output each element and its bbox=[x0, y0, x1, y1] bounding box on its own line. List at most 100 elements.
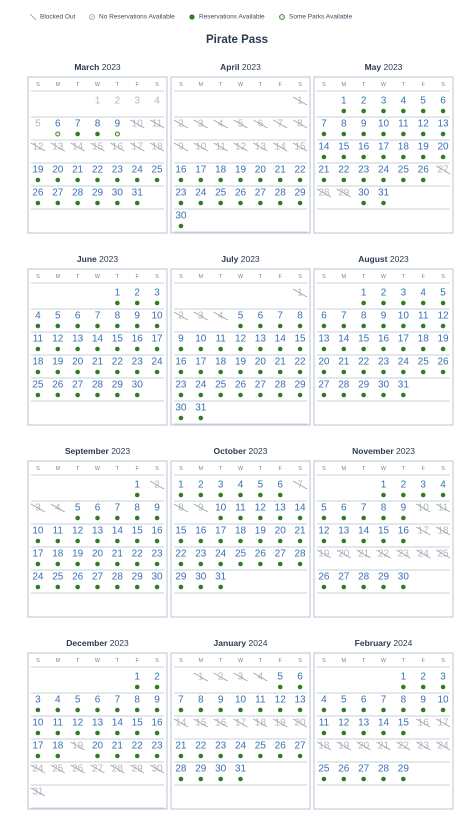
available-dot bbox=[401, 584, 406, 590]
day-number: 28 bbox=[112, 572, 124, 583]
available-dot bbox=[381, 730, 386, 736]
day-number: 18 bbox=[52, 549, 64, 560]
legend-available: Reservations Available bbox=[199, 14, 265, 21]
available-dot bbox=[361, 108, 366, 114]
day-number: 24 bbox=[195, 380, 207, 391]
day-number: 17 bbox=[32, 741, 44, 752]
available-dot bbox=[115, 323, 120, 329]
weekday-label: M bbox=[341, 466, 346, 472]
day-number: 10 bbox=[438, 695, 450, 706]
blocked-slash bbox=[415, 526, 431, 536]
available-dot bbox=[218, 369, 223, 375]
available-dot bbox=[134, 730, 140, 736]
weekday-label: T bbox=[219, 658, 223, 664]
blocked-slash bbox=[193, 119, 209, 129]
month-calendar: January 2024SMTWTFS123456789101112131415… bbox=[170, 638, 311, 810]
available-dot bbox=[440, 300, 446, 306]
available-dot bbox=[95, 561, 100, 567]
available-dot bbox=[258, 515, 263, 521]
weekday-label: F bbox=[136, 82, 140, 88]
blocked-slash bbox=[70, 741, 85, 751]
available-dot bbox=[178, 538, 184, 544]
weekday-label: S bbox=[322, 466, 326, 472]
day-number: 14 bbox=[275, 334, 287, 345]
day-number: 1 bbox=[95, 96, 101, 107]
available-dot bbox=[277, 538, 283, 544]
day-number: 3 bbox=[420, 480, 426, 491]
available-dot bbox=[361, 538, 366, 544]
available-dot bbox=[75, 707, 80, 713]
day-number: 18 bbox=[235, 526, 247, 537]
day-number: 9 bbox=[154, 503, 160, 514]
month-name: January bbox=[214, 638, 247, 648]
available-dot bbox=[321, 392, 327, 398]
day-number: 13 bbox=[438, 119, 450, 130]
blocked-slash bbox=[149, 119, 165, 129]
blocked-slash bbox=[110, 764, 125, 774]
available-dot bbox=[134, 392, 140, 398]
available-dot bbox=[238, 538, 243, 544]
day-number: 27 bbox=[92, 572, 104, 583]
day-number: 28 bbox=[338, 380, 350, 391]
available-dot bbox=[341, 730, 347, 736]
day-number: 29 bbox=[295, 380, 307, 391]
day-number: 22 bbox=[132, 741, 144, 752]
available-dot bbox=[420, 131, 426, 137]
day-number: 18 bbox=[398, 142, 410, 153]
available-dot bbox=[401, 730, 406, 736]
day-number: 17 bbox=[215, 526, 227, 537]
available-dot bbox=[154, 515, 160, 521]
available-dot bbox=[95, 730, 100, 736]
available-dot bbox=[95, 584, 100, 590]
day-number: 5 bbox=[420, 96, 426, 107]
month-name: March bbox=[74, 62, 99, 72]
blocked-slash bbox=[233, 718, 248, 728]
available-dot bbox=[238, 515, 243, 521]
day-number: 17 bbox=[152, 334, 164, 345]
weekday-label: T bbox=[402, 466, 406, 472]
weekday-label: S bbox=[36, 274, 40, 280]
available-dot bbox=[258, 369, 263, 375]
available-dot bbox=[440, 346, 446, 352]
available-dot bbox=[277, 177, 283, 183]
day-number: 20 bbox=[275, 526, 287, 537]
day-number: 9 bbox=[381, 311, 387, 322]
weekday-label: T bbox=[116, 466, 120, 472]
available-dot bbox=[178, 177, 184, 183]
available-dot bbox=[134, 561, 140, 567]
blocked-slash bbox=[149, 764, 165, 774]
some-parks-dot bbox=[55, 131, 61, 137]
day-number: 18 bbox=[32, 357, 44, 368]
available-dot bbox=[35, 369, 41, 375]
available-dot bbox=[238, 323, 243, 329]
day-number: 9 bbox=[178, 334, 184, 345]
available-dot bbox=[361, 177, 366, 183]
available-dot bbox=[95, 131, 100, 137]
blocked-slash bbox=[415, 741, 431, 751]
available-dot bbox=[381, 538, 386, 544]
blocked-slash bbox=[30, 787, 46, 797]
day-number: 4 bbox=[154, 96, 160, 107]
day-number: 18 bbox=[52, 741, 64, 752]
available-dot bbox=[115, 369, 120, 375]
month-year: 2023 bbox=[390, 254, 409, 264]
day-number: 14 bbox=[92, 334, 104, 345]
available-dot bbox=[198, 776, 204, 782]
weekday-label: W bbox=[381, 82, 387, 88]
weekday-label: T bbox=[76, 466, 80, 472]
day-number: 14 bbox=[295, 503, 307, 514]
available-dot bbox=[154, 707, 160, 713]
weekday-label: T bbox=[362, 274, 366, 280]
available-dot bbox=[35, 707, 41, 713]
available-dot bbox=[277, 200, 283, 206]
day-number: 22 bbox=[92, 165, 104, 176]
available-dot bbox=[134, 707, 140, 713]
day-number: 29 bbox=[132, 572, 144, 583]
day-number: 2 bbox=[420, 672, 426, 683]
weekday-label: S bbox=[322, 658, 326, 664]
blocked-slash bbox=[129, 119, 145, 129]
day-number: 11 bbox=[53, 718, 64, 729]
month-calendar: October 2023SMTWTFS123456789101112131415… bbox=[170, 446, 311, 618]
available-dot bbox=[154, 300, 160, 306]
available-dot bbox=[440, 684, 446, 690]
